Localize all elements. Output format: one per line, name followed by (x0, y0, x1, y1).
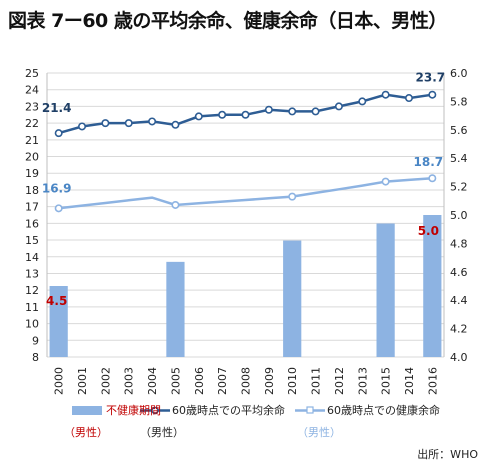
right-tick-label: 5.2 (450, 181, 468, 194)
bar (423, 215, 442, 357)
legend-label: 不健康期間 (106, 403, 161, 417)
bar (283, 240, 302, 357)
life-expectancy-point (288, 107, 297, 116)
data-label: 18.7 (414, 155, 444, 169)
left-tick-label: 15 (25, 234, 39, 247)
left-tick-label: 23 (25, 100, 39, 113)
x-tick-label: 2010 (286, 367, 299, 395)
data-label: 21.4 (42, 101, 72, 115)
healthy-life-point (381, 177, 390, 186)
right-tick-label: 4.4 (450, 294, 468, 307)
x-tick-label: 2006 (193, 367, 206, 395)
life-expectancy-point (241, 110, 250, 119)
data-label: 5.0 (418, 224, 439, 238)
left-tick-label: 25 (25, 67, 39, 80)
life-expectancy-point (194, 112, 203, 121)
life-expectancy-point (101, 119, 110, 128)
legend-marker-point (306, 406, 314, 414)
left-tick-label: 12 (25, 284, 39, 297)
life-expectancy-point (358, 97, 367, 106)
legend-marker-bar (72, 406, 102, 415)
x-tick-label: 2014 (403, 367, 416, 395)
right-tick-label: 6.0 (450, 67, 468, 80)
left-tick-label: 21 (25, 134, 39, 147)
legend-label: 60歳時点での平均余命 (172, 403, 285, 417)
right-tick-label: 4.6 (450, 266, 468, 279)
left-tick-label: 16 (25, 217, 39, 230)
healthy-life-point (171, 200, 180, 209)
x-tick-label: 2012 (333, 367, 346, 395)
data-label: 4.5 (46, 294, 67, 308)
left-tick-label: 20 (25, 151, 39, 164)
x-tick-label: 2008 (240, 367, 253, 395)
legend-label: 60歳時点での健康余命 (327, 403, 440, 417)
source-note: 出所：WHO (417, 448, 478, 461)
life-expectancy-point (311, 107, 320, 116)
right-tick-label: 5.6 (450, 124, 468, 137)
life-expectancy-point (78, 122, 87, 131)
life-expectancy-point (381, 90, 390, 99)
x-tick-label: 2000 (53, 367, 66, 395)
healthy-life-point (54, 204, 63, 213)
left-tick-label: 18 (25, 184, 39, 197)
left-tick-label: 19 (25, 167, 39, 180)
x-tick-label: 2005 (169, 367, 182, 395)
legend-sub-label: （男性） (297, 425, 341, 439)
bar (166, 261, 185, 357)
x-tick-label: 2007 (216, 367, 229, 395)
left-tick-label: 22 (25, 117, 39, 130)
life-expectancy-point (171, 120, 180, 129)
right-tick-label: 5.8 (450, 95, 468, 108)
left-tick-label: 24 (25, 84, 39, 97)
bar (49, 286, 68, 357)
life-expectancy-point (334, 102, 343, 111)
legend-sub-label: （男性） (140, 425, 184, 439)
legend-sub-label: （男性） (64, 425, 108, 439)
right-tick-label: 4.0 (450, 351, 468, 364)
left-tick-label: 17 (25, 201, 39, 214)
healthy-life-point (428, 174, 437, 183)
x-tick-label: 2009 (263, 367, 276, 395)
bar (376, 223, 395, 357)
healthy-life-point (288, 192, 297, 201)
life-expectancy-point (218, 110, 227, 119)
life-expectancy-point (264, 105, 273, 114)
right-tick-label: 4.8 (450, 237, 468, 250)
chart-title: 図表 7ー60 歳の平均余命、健康余命（日本、男性） (8, 10, 447, 32)
left-tick-label: 8 (32, 351, 39, 364)
data-label: 16.9 (42, 181, 72, 195)
left-tick-label: 10 (25, 318, 39, 331)
healthy-life-line (58, 176, 433, 210)
x-tick-label: 2001 (76, 367, 89, 395)
data-label: 23.7 (416, 71, 446, 85)
left-tick-label: 9 (32, 334, 39, 347)
left-tick-label: 13 (25, 267, 39, 280)
x-tick-label: 2004 (146, 367, 159, 395)
life-expectancy-point (148, 117, 157, 126)
right-tick-label: 4.2 (450, 323, 468, 336)
legend-marker-point (151, 406, 159, 415)
life-expectancy-point (124, 119, 133, 128)
right-tick-label: 5.0 (450, 209, 468, 222)
x-tick-label: 2016 (426, 367, 439, 395)
x-tick-label: 2015 (380, 367, 393, 395)
x-tick-label: 2002 (99, 367, 112, 395)
left-tick-label: 11 (25, 301, 39, 314)
x-tick-label: 2011 (310, 367, 323, 395)
left-tick-label: 14 (25, 251, 39, 264)
life-expectancy-point (428, 90, 437, 99)
x-tick-label: 2013 (356, 367, 369, 395)
x-tick-label: 2003 (123, 367, 136, 395)
life-expectancy-point (54, 129, 63, 138)
life-expectancy-point (404, 94, 413, 103)
right-tick-label: 5.4 (450, 152, 468, 165)
